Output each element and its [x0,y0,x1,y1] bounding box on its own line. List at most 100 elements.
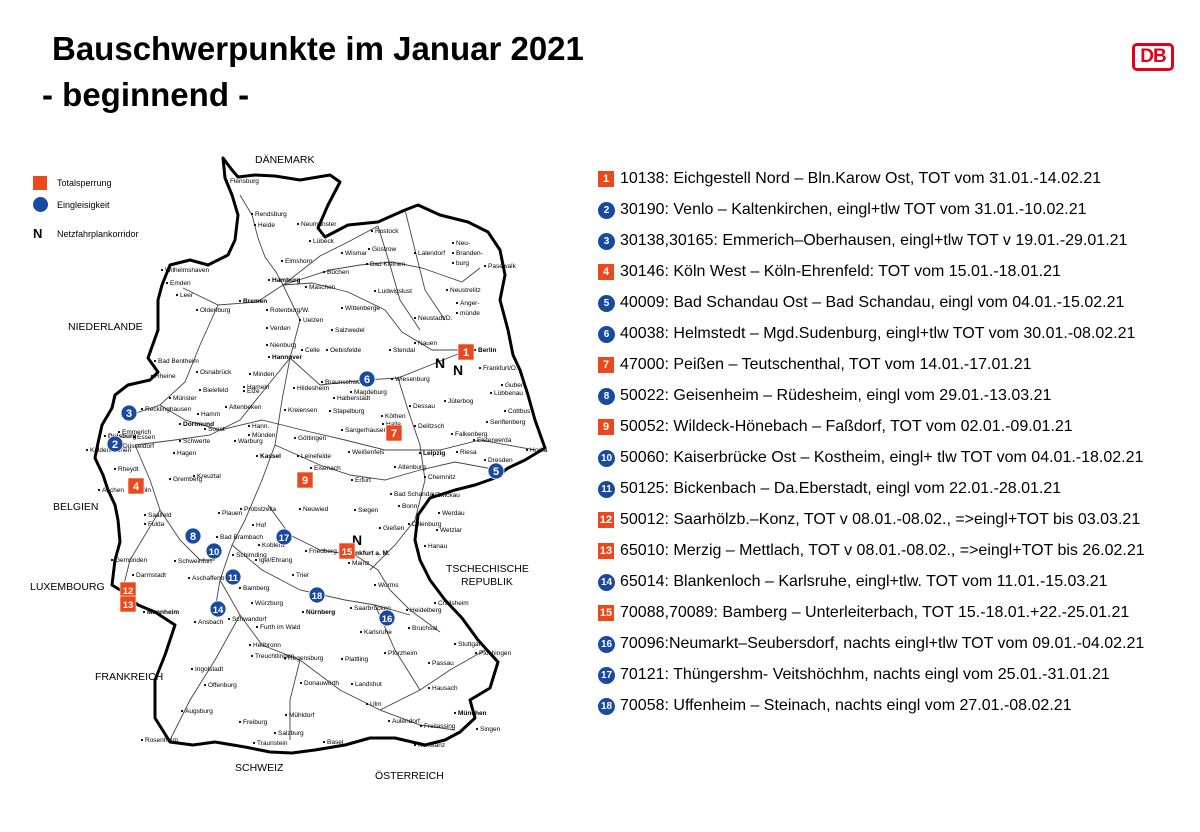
city-dot [298,318,302,322]
city-label: Friedberg [309,548,337,555]
city-dot [473,348,477,352]
city-label: Flensburg [230,178,259,185]
svg-text:8: 8 [190,531,196,543]
single-track-marker-icon: 10 [598,449,615,467]
city-dot [370,229,374,233]
city-label: Heide [258,222,275,229]
city-label: Neustrelitz [450,287,481,294]
city-dot [292,386,296,390]
city-label: Würzburg [255,600,284,607]
city-dot [483,264,487,268]
list-item: 3 30138,30165: Emmerich–Oberhausen, eing… [598,232,1127,250]
city-label: Magdeburg [354,389,387,396]
city-label: Rheine [155,373,176,380]
city-label: Offenburg [208,682,237,689]
city-label: Basel [327,739,344,746]
city-label: Aachen [102,487,124,494]
city-label: Rheydt [118,466,139,473]
single-track-marker-icon: 11 [598,480,615,498]
corridor-n-icon: N [352,532,362,548]
city-label: Werdau [442,510,465,517]
city-label: Landshut [355,681,382,688]
city-label: Uelzen [303,317,324,324]
city-dot [304,549,308,553]
city-dot [242,385,246,389]
city-label: Zwickau [436,492,460,499]
list-item: 18 70058: Uffenheim – Steinach, nachts e… [598,697,1072,715]
city-label: Münster [173,395,197,402]
city-dot [143,513,147,517]
city-dot [168,396,172,400]
city-dot [437,511,441,515]
list-item: 9 50052: Wildeck-Hönebach – Faßdorf, TOT… [598,418,1073,436]
city-label: Stendal [393,347,416,354]
city-label: Freiburg [243,719,268,726]
city-dot [247,424,251,428]
city-dot [381,422,385,426]
city-dot [340,657,344,661]
city-dot [322,740,326,744]
city-dot [273,731,277,735]
city-label: Lalendorf [418,250,445,257]
city-dot [117,430,121,434]
city-label: Emden [170,280,191,287]
country-label: TSCHECHISCHE [446,563,529,575]
city-dot [238,720,242,724]
city-label: Wiesenburg [395,376,430,383]
city-label: Heidelberg [410,607,442,614]
city-label: Aschaffenburg [192,575,234,582]
city-dot [419,724,423,728]
city-dot [299,681,303,685]
list-item: 2 30190: Venlo – Kaltenkirchen, eingl+tl… [598,201,1087,219]
city-dot [283,656,287,660]
list-item-text: 47000: Peißen – Teutschenthal, TOT vom 1… [620,356,1032,373]
city-label: Plattling [345,656,369,663]
city-dot [140,738,144,742]
city-label: Osnabrück [200,369,232,376]
city-dot [168,477,172,481]
city-label: Regensburg [288,655,324,662]
list-item-text: 30146: Köln West – Köln-Ehrenfeld: TOT v… [620,263,1061,280]
list-item: 7 47000: Peißen – Teutschenthal, TOT vom… [598,356,1032,374]
city-label: Güstrow [372,246,397,253]
city-dot [359,630,363,634]
closure-marker-icon: 4 [598,264,614,280]
city-dot [347,450,351,454]
city-dot [474,651,478,655]
list-item-text: 40009: Bad Schandau Ost – Bad Schandau, … [620,294,1125,311]
city-dot [253,223,257,227]
city-label: Falkenberg [455,431,488,438]
closure-marker-icon: 1 [598,171,614,187]
city-dot [453,642,457,646]
city-label: Köthen [385,413,406,420]
list-item: 12 50012: Saarhölzb.–Konz, TOT v 08.01.-… [598,511,1140,529]
city-label: Maschen [309,284,336,291]
list-item-text: 70096:Neumarkt–Seubersdorf, nachts eingl… [620,635,1145,652]
list-item: 10 50060: Kaiserbrücke Ost – Kostheim, e… [598,449,1143,467]
city-dot [353,508,357,512]
city-label: Celle [305,347,320,354]
city-dot [328,409,332,413]
legend-label: Totalsperrung [57,178,112,188]
city-dot [397,504,401,508]
city-label: Horka [530,447,548,454]
single-track-marker-17: 17 [275,528,293,546]
list-item: 1 10138: Eichgestell Nord – Bln.Karow Os… [598,170,1101,188]
city-dot [255,625,259,629]
city-label: Mannheim [147,609,179,616]
city-label: Sangerhausen [345,427,388,434]
city-dot [283,408,287,412]
city-label: Hausach [432,685,458,692]
city-dot [238,586,242,590]
city-dot [413,251,417,255]
city-dot [455,311,459,315]
single-track-marker-icon: 2 [598,201,615,219]
svg-text:18: 18 [312,591,323,602]
city-label: Fulda [148,521,165,528]
city-label: Furth im Wald [260,624,301,631]
list-item-text: 50052: Wildeck-Hönebach – Faßdorf, TOT v… [620,418,1073,435]
country-label: FRANKREICH [95,671,163,683]
city-dot [435,528,439,532]
city-dot [265,326,269,330]
city-label: Koblenz [262,542,286,549]
